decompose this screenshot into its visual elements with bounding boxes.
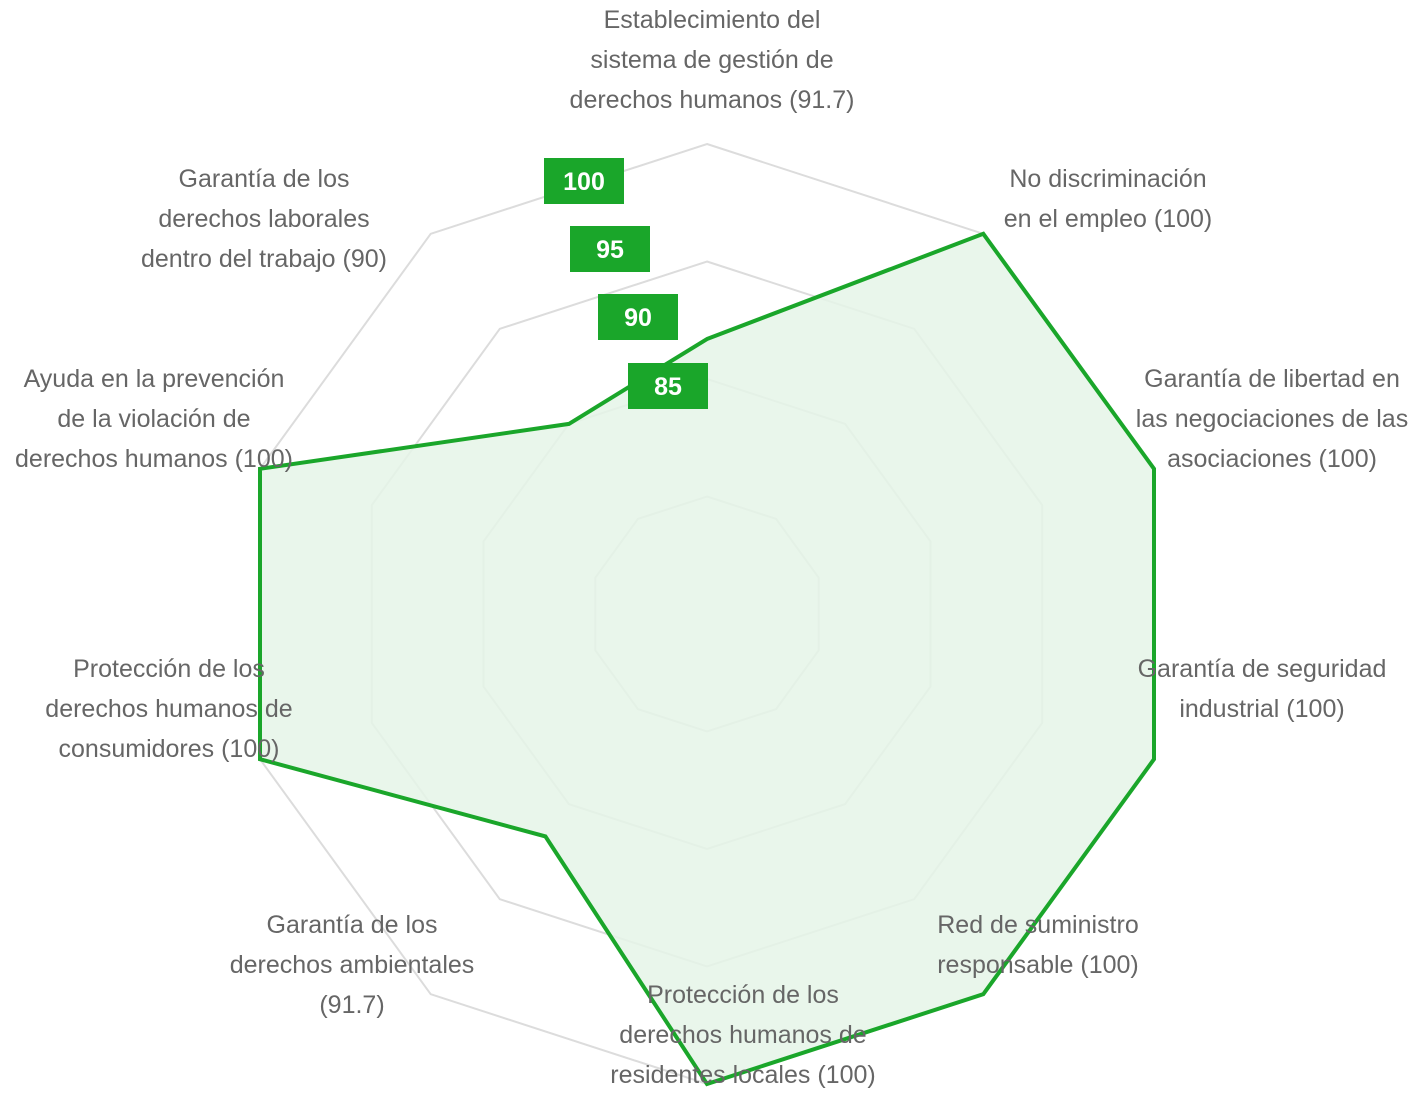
axis-label-line: derechos humanos (100) [15, 445, 293, 473]
tick-label-100: 100 [544, 158, 624, 204]
axis-label-9: Garantía de los derechos laborales dentro … [141, 165, 387, 273]
axis-label-line: residentes locales (100) [610, 1061, 875, 1089]
axis-label-line: Garantía de los [267, 911, 438, 939]
axis-label-line: en el empleo (100) [1004, 205, 1212, 233]
tick-label-text: 85 [654, 373, 682, 401]
axis-label-0: Establecimiento del sistema de gestión de… [570, 6, 855, 114]
tick-label-box [628, 363, 708, 409]
tick-label-box [598, 294, 678, 340]
radar-series [258, 231, 1156, 1087]
axis-label-line: responsable (100) [937, 951, 1139, 979]
axis-label-line: Protección de los [73, 655, 265, 683]
radial-tick-labels: 100 95 90 85 [544, 158, 708, 409]
axis-label-line: Garantía de los [179, 165, 350, 193]
axis-label-line: industrial (100) [1179, 695, 1344, 723]
axis-label-line: sistema de gestión de [590, 46, 833, 74]
tick-label-85: 85 [628, 363, 708, 409]
axis-label-line: de la violación de [57, 405, 250, 433]
axis-label-line: No discriminación [1009, 165, 1206, 193]
tick-label-text: 95 [596, 236, 624, 264]
axis-labels: Establecimiento del sistema de gestión de… [15, 6, 1408, 1089]
axis-label-line: derechos ambientales [230, 951, 475, 979]
axis-label-5: Protección de los derechos humanos de resi… [610, 981, 875, 1089]
axis-label-line: asociaciones (100) [1167, 445, 1377, 473]
tick-label-90: 90 [598, 294, 678, 340]
axis-label-line: las negociaciones de las [1136, 405, 1408, 433]
tick-label-text: 100 [563, 168, 605, 196]
axis-label-line: Protección de los [647, 981, 839, 1009]
tick-label-95: 95 [570, 226, 650, 272]
axis-label-line: consumidores (100) [59, 735, 280, 763]
axis-label-8: Ayuda en la prevención de la violación de… [15, 365, 293, 473]
axis-label-line: derechos laborales [158, 205, 369, 233]
axis-label-1: No discriminación en el empleo (100) [1004, 165, 1212, 233]
axis-label-3: Garantía de seguridad industrial (100) [1138, 655, 1387, 723]
axis-label-line: Garantía de libertad en [1144, 365, 1400, 393]
axis-label-line: dentro del trabajo (90) [141, 245, 387, 273]
tick-label-box [544, 158, 624, 204]
axis-label-line: Red de suministro [937, 911, 1138, 939]
axis-label-line: Garantía de seguridad [1138, 655, 1387, 683]
tick-label-text: 90 [624, 304, 652, 332]
axis-label-7: Protección de los derechos humanos de cons… [45, 655, 292, 763]
tick-label-box [570, 226, 650, 272]
axis-label-6: Garantía de los derechos ambientales (91.7… [230, 911, 475, 1019]
axis-label-2: Garantía de libertad en las negociaciones… [1136, 365, 1408, 473]
axis-label-line: (91.7) [319, 991, 384, 1019]
axis-label-line: Ayuda en la prevención [24, 365, 285, 393]
axis-label-line: derechos humanos de [45, 695, 292, 723]
axis-label-4: Red de suministro responsable (100) [937, 911, 1139, 979]
axis-label-line: derechos humanos (91.7) [570, 86, 855, 114]
axis-label-line: Establecimiento del [604, 6, 821, 34]
axis-label-line: derechos humanos de [619, 1021, 866, 1049]
